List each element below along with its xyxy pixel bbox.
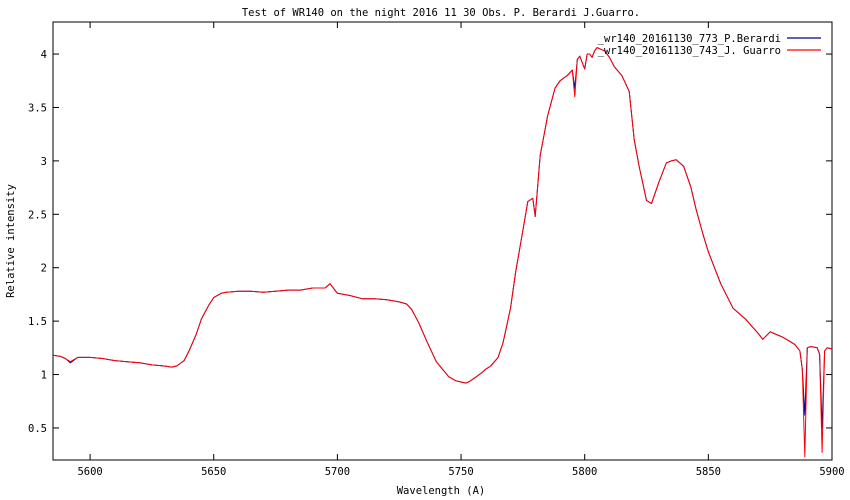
y-axis-ticks: 0.5 1 1.5 2 2.5 3 3.5 4 [28, 49, 832, 435]
y-axis-label: Relative intensity [5, 184, 17, 298]
y-tick-label: 4 [41, 49, 47, 61]
y-tick-label: 3.5 [28, 102, 47, 114]
chart-title: Test of WR140 on the night 2016 11 30 Ob… [242, 7, 640, 19]
y-tick-label: 1.5 [28, 316, 47, 328]
legend-label: _wr140_20161130_743_J. Guarro [598, 45, 781, 57]
x-tick-label: 5700 [325, 466, 350, 478]
x-axis-label: Wavelength (A) [397, 485, 486, 497]
y-tick-label: 2.5 [28, 209, 47, 221]
series-line-1 [52, 47, 833, 429]
y-tick-label: 2 [41, 263, 47, 275]
legend: _wr140_20161130_773_P.Berardi_wr140_2016… [598, 33, 821, 57]
x-tick-label: 5650 [201, 466, 226, 478]
x-tick-label: 5750 [448, 466, 473, 478]
legend-label: _wr140_20161130_773_P.Berardi [598, 33, 781, 45]
y-tick-label: 1 [41, 370, 47, 382]
series-line-2 [52, 47, 833, 458]
x-tick-label: 5800 [572, 466, 597, 478]
plot-frame [52, 21, 833, 461]
y-tick-label: 0.5 [28, 423, 47, 435]
x-axis-ticks: 5600 5650 5700 5750 5800 5850 5900 [77, 22, 845, 478]
x-tick-label: 5600 [77, 466, 102, 478]
x-tick-label: 5900 [819, 466, 844, 478]
x-tick-label: 5850 [696, 466, 721, 478]
y-tick-label: 3 [41, 156, 47, 168]
series-layer [52, 47, 833, 458]
